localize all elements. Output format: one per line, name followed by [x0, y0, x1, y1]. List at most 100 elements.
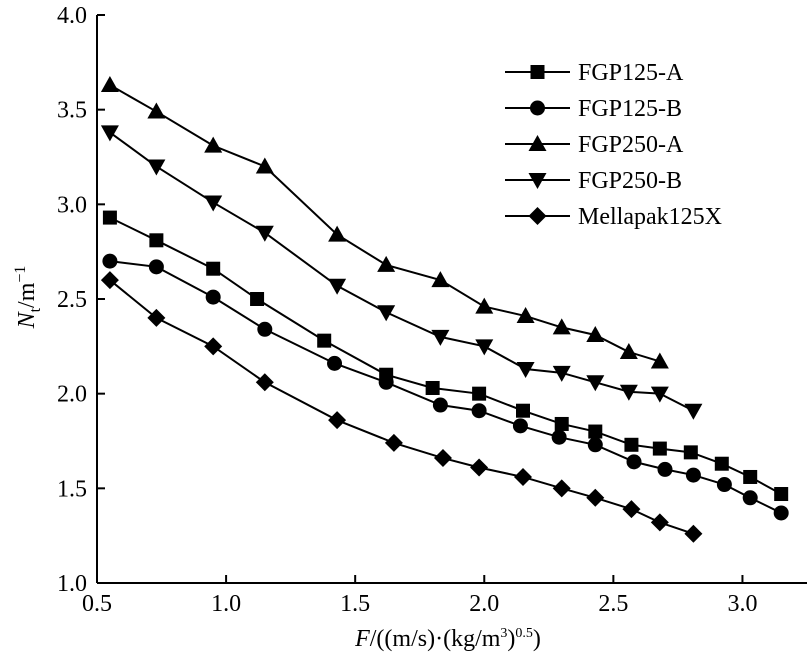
data-point-fgp250-a	[650, 352, 669, 369]
axes	[96, 15, 807, 584]
legend-marker-fgp125-a	[530, 65, 545, 79]
x-tick-label: 1.0	[211, 591, 241, 617]
legend-label-mellapak125x: Mellapak125X	[578, 204, 722, 230]
data-point-fgp125-a	[149, 233, 164, 248]
y-tick-label: 3.0	[57, 192, 87, 218]
data-point-fgp250-b	[475, 339, 494, 356]
y-tick-label: 2.0	[57, 382, 87, 408]
data-point-fgp250-a	[516, 307, 535, 324]
x-tick-label: 2.0	[469, 591, 499, 617]
data-point-fgp250-b	[100, 125, 119, 142]
data-point-fgp250-a	[552, 318, 571, 335]
data-point-fgp250-b	[684, 403, 703, 420]
data-point-fgp250-a	[147, 102, 166, 119]
data-point-fgp250-b	[619, 384, 638, 401]
data-point-mellapak125x	[684, 524, 703, 543]
data-point-fgp250-b	[204, 195, 223, 212]
data-point-fgp250-b	[431, 329, 450, 346]
data-point-mellapak125x	[100, 271, 119, 290]
data-point-fgp125-a	[683, 445, 698, 460]
y-tick-label: 4.0	[57, 3, 87, 29]
data-point-fgp250-b	[516, 362, 535, 379]
y-tick-label: 1.0	[57, 571, 87, 597]
data-point-fgp125-b	[657, 461, 673, 477]
x-axis-label: F/((m/s)·(kg/m3)0.5)	[354, 626, 541, 652]
data-point-fgp125-a	[102, 210, 117, 225]
data-point-fgp125-b	[716, 477, 732, 493]
data-point-fgp125-a	[624, 437, 639, 452]
legend: FGP125-A FGP125-B FGP250-A FGP250-B Mellapak…	[505, 60, 722, 230]
data-point-fgp125-a	[425, 380, 440, 395]
data-point-fgp125-b	[327, 355, 343, 371]
y-tick-label: 2.5	[57, 287, 87, 313]
data-point-fgp125-b	[148, 259, 164, 275]
legend-label-fgp250-b: FGP250-B	[578, 168, 682, 194]
legend-label-fgp125-a: FGP125-A	[578, 60, 684, 86]
data-point-mellapak125x	[255, 373, 274, 392]
y-axis-label: Nt/m−1	[12, 266, 44, 330]
data-point-fgp125-b	[551, 429, 567, 445]
data-point-fgp125-b	[432, 397, 448, 413]
data-point-fgp125-a	[516, 403, 530, 418]
y-tick-label: 1.5	[57, 476, 87, 502]
data-point-fgp250-a	[475, 297, 494, 314]
data-point-fgp250-a	[255, 157, 274, 174]
data-point-fgp125-a	[774, 487, 789, 502]
data-point-fgp125-b	[685, 467, 701, 483]
data-point-fgp125-b	[512, 418, 528, 434]
data-point-fgp250-a	[619, 343, 638, 360]
legend-label-fgp125-b: FGP125-B	[578, 96, 682, 122]
x-tick-label: 3.0	[727, 591, 757, 617]
data-point-mellapak125x	[433, 449, 452, 468]
y-tick-label: 3.5	[57, 98, 87, 124]
data-point-fgp250-a	[377, 255, 396, 272]
data-point-mellapak125x	[147, 308, 166, 327]
data-point-fgp250-a	[586, 325, 605, 342]
series-line-mellapak125x	[109, 279, 694, 535]
data-point-mellapak125x	[650, 513, 669, 532]
legend-label-fgp250-a: FGP250-A	[578, 132, 684, 158]
x-tick-label: 0.5	[82, 591, 112, 617]
data-point-fgp125-a	[206, 261, 221, 276]
data-point-fgp125-a	[472, 386, 487, 401]
data-point-fgp125-a	[743, 469, 758, 484]
data-point-fgp125-b	[471, 403, 487, 419]
data-point-fgp125-a	[652, 441, 667, 456]
data-point-mellapak125x	[514, 467, 532, 486]
data-point-mellapak125x	[586, 488, 605, 507]
data-point-fgp250-b	[377, 305, 396, 322]
data-point-fgp250-b	[552, 365, 571, 382]
data-point-mellapak125x	[328, 411, 347, 430]
data-point-mellapak125x	[552, 479, 571, 498]
data-point-fgp125-b	[587, 437, 603, 453]
legend-marker-fgp125-b	[530, 100, 545, 116]
data-point-mellapak125x	[384, 433, 403, 452]
data-point-fgp125-b	[378, 374, 394, 390]
data-point-fgp125-b	[205, 289, 221, 305]
data-point-fgp125-b	[626, 454, 642, 470]
data-point-fgp125-a	[588, 424, 603, 439]
legend-marker-fgp250-b	[528, 173, 547, 189]
data-point-mellapak125x	[622, 500, 641, 519]
data-point-fgp250-a	[431, 271, 450, 288]
data-point-fgp125-b	[257, 321, 273, 337]
ticks: 0.5 1.0 1.5 2.0 2.5 3.01.01.52.02.53.03.54.0	[57, 3, 757, 617]
data-point-fgp250-a	[328, 225, 347, 242]
data-point-mellapak125x	[204, 337, 223, 356]
data-point-fgp250-b	[328, 278, 347, 295]
legend-marker-mellapak125x	[528, 207, 547, 225]
data-point-fgp250-b	[650, 386, 669, 403]
data-point-fgp125-b	[773, 505, 789, 521]
data-point-fgp250-b	[586, 375, 605, 392]
data-point-mellapak125x	[470, 458, 489, 477]
data-point-fgp250-b	[255, 225, 274, 242]
data-point-fgp125-b	[102, 253, 118, 269]
data-point-fgp125-a	[554, 416, 569, 431]
legend-marker-fgp250-a	[528, 135, 547, 151]
data-point-fgp250-b	[147, 159, 166, 176]
x-tick-label: 2.5	[598, 591, 628, 617]
data-point-fgp125-b	[742, 490, 758, 506]
series-markers	[100, 76, 789, 543]
data-point-fgp125-a	[714, 456, 729, 471]
